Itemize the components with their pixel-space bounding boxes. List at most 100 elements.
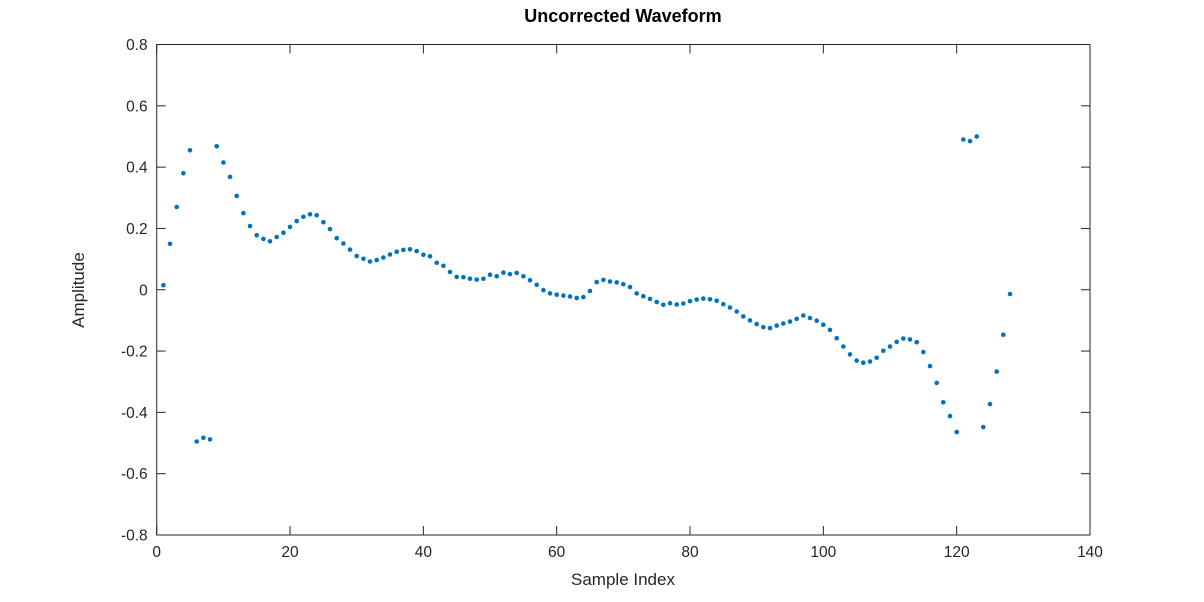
data-point [547,291,553,296]
data-point [487,272,493,278]
data-point [781,321,786,326]
data-point [421,252,426,258]
data-point [254,232,259,238]
y-tick-label: -0.4 [121,405,148,422]
data-point [521,274,526,279]
data-point [501,270,506,275]
data-point [567,294,573,299]
data-point [187,148,193,153]
data-point [741,314,746,319]
x-tick-label: 100 [810,544,836,561]
data-point [527,277,533,283]
data-point [887,344,893,349]
data-point [274,234,280,240]
data-point [867,359,873,364]
data-point [401,247,406,253]
x-tick-label: 120 [944,544,970,561]
data-point [234,193,239,199]
data-point [534,282,539,288]
y-tick-label: -0.8 [121,528,148,545]
data-point [427,253,433,259]
x-axis-label: Sample Index [571,570,675,589]
x-tick-label: 0 [152,544,161,561]
data-point [354,253,360,259]
data-point [507,271,513,277]
data-point [607,279,613,284]
data-point [447,269,453,275]
data-point [861,360,866,366]
data-point [494,274,500,279]
x-tick-label: 20 [281,544,299,561]
data-point [847,352,853,357]
data-point [667,300,673,306]
data-point [821,322,826,328]
data-point [874,355,879,361]
data-point [721,301,726,307]
data-point [801,313,806,318]
data-point [467,276,473,282]
data-point [321,220,326,225]
data-point [974,134,979,139]
data-point [814,318,819,324]
data-point [961,137,966,142]
data-point [314,213,320,218]
y-axis-label: Amplitude [69,252,88,328]
data-point [361,256,366,262]
data-point [921,349,926,355]
data-point [1001,332,1006,338]
data-point [327,226,333,232]
data-point [647,296,653,302]
chart-title: Uncorrected Waveform [524,6,721,26]
data-point [221,160,226,165]
data-point [394,249,400,254]
y-tick-label: 0.2 [126,221,148,238]
data-point [574,295,579,301]
y-tick-label: 0.8 [126,37,148,54]
data-point [834,335,839,341]
data-point [614,280,619,285]
data-point [907,337,913,342]
data-point [194,439,199,444]
data-point [761,324,766,330]
data-point [674,302,679,307]
data-point [727,305,733,310]
y-tick-label: 0 [139,282,148,299]
y-tick-label: -0.2 [121,344,148,361]
data-point [207,437,213,442]
data-point [694,297,699,302]
data-point [714,298,719,304]
data-point [287,224,293,230]
data-point [201,435,206,441]
data-point [161,282,166,288]
data-point [407,247,413,252]
data-point [587,288,593,294]
data-point [1007,291,1013,297]
data-point [227,174,233,180]
data-point [301,214,306,220]
data-point [927,363,933,369]
data-point [434,260,440,266]
x-tick-label: 140 [1077,544,1103,561]
data-point [981,424,986,430]
data-point [281,230,286,235]
data-point [641,293,646,299]
data-point [854,358,859,363]
data-point [347,247,353,252]
data-point [947,413,953,419]
data-point [681,301,686,306]
data-point [987,401,993,407]
data-point [241,210,246,216]
data-point [261,236,266,242]
data-point [454,274,460,280]
data-point [387,252,393,257]
x-tick-label: 40 [415,544,433,561]
data-point [514,270,519,276]
data-point [541,287,546,293]
data-point [914,339,919,345]
data-point [827,327,833,333]
data-point [901,336,906,341]
data-point [367,259,373,264]
x-tick-label: 60 [548,544,566,561]
data-point [381,255,386,260]
data-point [307,212,313,217]
